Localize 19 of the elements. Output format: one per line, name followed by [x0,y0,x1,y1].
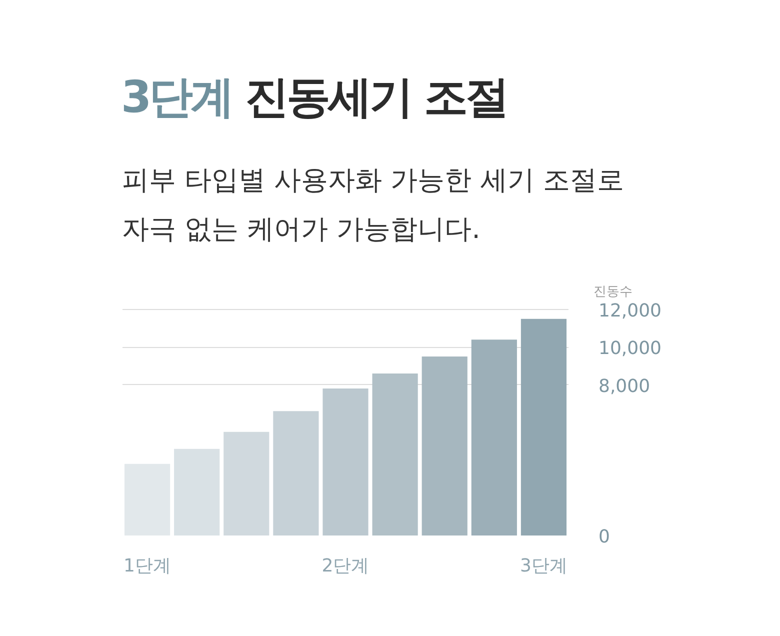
x-tick-label: 1단계 [124,556,172,576]
chart-title: 3단계 진동세기 조절 [120,71,507,125]
y-tick-label: 8,000 [598,376,650,397]
chart-subtitle: 피부 타입별 사용자화 가능한 세기 조절로 자극 없는 케어가 가능합니다. [121,164,624,247]
x-tick-label: 2단계 [322,556,370,576]
bar [174,448,220,536]
bar [520,318,567,536]
bar [471,340,517,536]
bar [422,356,468,536]
y-axis-title: 진동수 [594,284,632,300]
bar [372,373,418,536]
bar [224,432,270,536]
bar [124,464,170,536]
bar [273,411,319,536]
y-tick-label: 12,000 [598,300,662,322]
y-tick-label: 0 [598,526,610,548]
bar [322,388,368,536]
x-tick-label: 3단계 [520,556,568,576]
y-tick-label: 10,000 [598,338,662,360]
